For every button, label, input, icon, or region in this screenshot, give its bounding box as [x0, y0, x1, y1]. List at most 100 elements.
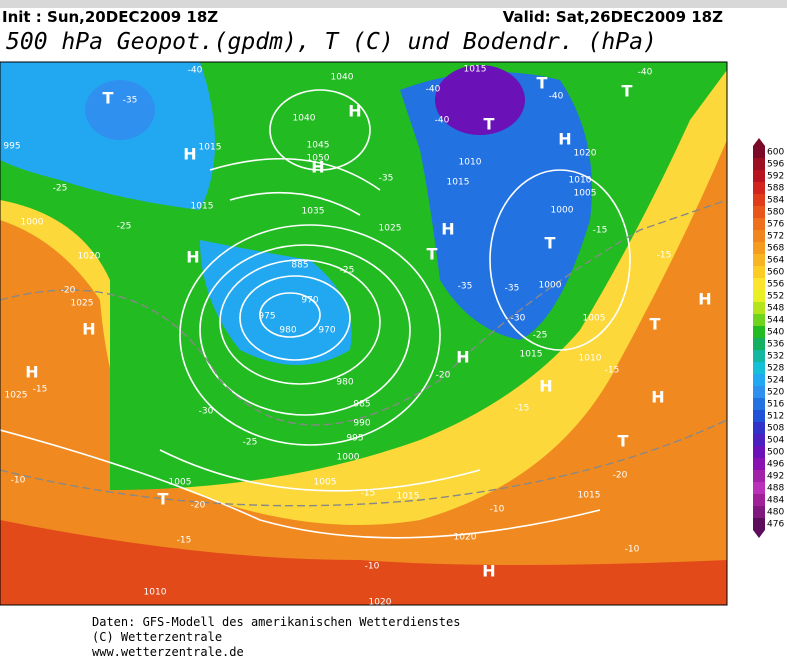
pressure-center: T — [650, 315, 661, 334]
colorbar-label: 520 — [767, 388, 784, 398]
colorbar-label: 476 — [767, 520, 784, 530]
colorbar-cell — [753, 170, 765, 182]
colorbar-cell — [753, 398, 765, 410]
contour-label: -15 — [515, 404, 530, 414]
colorbar-cell — [753, 362, 765, 374]
contour-label: -20 — [61, 286, 76, 296]
contour-label: 1025 — [5, 391, 28, 401]
contour-label: 1040 — [331, 73, 354, 83]
map-frame — [0, 61, 728, 606]
contour-label: -40 — [426, 85, 441, 95]
colorbar-label: 572 — [767, 232, 784, 242]
colorbar-cell — [753, 470, 765, 482]
colorbar-label: 584 — [767, 196, 784, 206]
colorbar-label: 516 — [767, 400, 784, 410]
colorbar-cell — [753, 326, 765, 338]
contour-label: -15 — [605, 366, 620, 376]
colorbar: 600 596 592 588 584 580 576 572 568 564 560 556 552 5… — [753, 138, 784, 538]
pressure-center: H — [482, 562, 495, 581]
colorbar-cell — [753, 254, 765, 266]
contour-label: 1010 — [579, 354, 602, 364]
warm-area — [0, 520, 727, 605]
isobars — [0, 89, 631, 539]
colorbar-cap — [753, 530, 765, 538]
contour-label: 1015 — [447, 178, 470, 188]
contour-label: -40 — [435, 116, 450, 126]
pressure-center: H — [348, 102, 361, 121]
contour-label: -15 — [593, 226, 608, 236]
contour-label: -40 — [549, 92, 564, 102]
colorbar-label: 512 — [767, 412, 784, 422]
contour-label: 1010 — [459, 158, 482, 168]
colorbar-cell — [753, 290, 765, 302]
contour-label: 1000 — [551, 206, 574, 216]
colorbar-cell — [753, 314, 765, 326]
contour-label: 970 — [318, 326, 335, 336]
pressure-center: H — [456, 348, 469, 367]
contour-label: 1020 — [574, 149, 597, 159]
pressure-center: H — [82, 320, 95, 339]
contour-label: 1010 — [144, 588, 167, 598]
colorbar-label: 560 — [767, 268, 784, 278]
contour-label: -10 — [490, 505, 505, 515]
pressure-center: H — [311, 158, 324, 177]
colorbar-label: 600 — [767, 148, 784, 158]
colorbar-cell — [753, 338, 765, 350]
contour-label: 990 — [353, 419, 370, 429]
colorbar-label: 540 — [767, 328, 784, 338]
contour-label: 885 — [291, 261, 308, 271]
colorbar-label: 544 — [767, 316, 784, 326]
contour-label: -25 — [340, 266, 355, 276]
colorbar-label: 596 — [767, 160, 784, 170]
contour-label: -10 — [365, 562, 380, 572]
contour-label: 1000 — [21, 218, 44, 228]
contour-label: 1020 — [78, 252, 101, 262]
contour-label: -25 — [117, 222, 132, 232]
pressure-center: H — [25, 363, 38, 382]
contour-label: 1015 — [464, 65, 487, 75]
contour-label: 1000 — [337, 453, 360, 463]
colorbar-label: 536 — [767, 340, 784, 350]
contour-label: 1045 — [307, 141, 330, 151]
colorbar-label: 580 — [767, 208, 784, 218]
contour-label: 995 — [346, 434, 363, 444]
colorbar-label: 556 — [767, 280, 784, 290]
cold-area-low — [200, 240, 352, 365]
map — [0, 61, 728, 606]
pressure-center: H — [539, 377, 552, 396]
footer-line: (C) Wetterzentrale — [92, 630, 222, 644]
colorbar-cell — [753, 242, 765, 254]
contour-label: -20 — [613, 471, 628, 481]
pressure-center: H — [186, 248, 199, 267]
pressure-center: T — [622, 82, 633, 101]
colorbar-label: 588 — [767, 184, 784, 194]
colorbar-cell — [753, 518, 765, 530]
contour-label: -40 — [188, 66, 203, 76]
colorbar-label: 508 — [767, 424, 784, 434]
contour-label: 1015 — [191, 202, 214, 212]
contour-label: 1010 — [569, 176, 592, 186]
colorbar-cell — [753, 194, 765, 206]
contour-label: 1015 — [397, 492, 420, 502]
pressure-center: T — [427, 245, 438, 264]
contour-label: -25 — [243, 438, 258, 448]
pressure-center: T — [545, 234, 556, 253]
contour-label: -35 — [458, 282, 473, 292]
colorbar-label: 488 — [767, 484, 784, 494]
contour-label: 1020 — [369, 598, 392, 608]
isotherms — [0, 199, 727, 507]
pressure-center: T — [103, 89, 114, 108]
colorbar-cell — [753, 422, 765, 434]
pressure-center: T — [158, 490, 169, 509]
colorbar-cell — [753, 410, 765, 422]
cold-area-east — [400, 72, 592, 340]
contour-label: 1025 — [379, 224, 402, 234]
colorbar-cell — [753, 218, 765, 230]
contour-label: 980 — [336, 378, 353, 388]
colorbar-cell — [753, 302, 765, 314]
colorbar-label: 480 — [767, 508, 784, 518]
colorbar-cell — [753, 230, 765, 242]
contour-label: 980 — [279, 326, 296, 336]
colorbar-label: 484 — [767, 496, 784, 506]
contour-label: 985 — [353, 400, 370, 410]
